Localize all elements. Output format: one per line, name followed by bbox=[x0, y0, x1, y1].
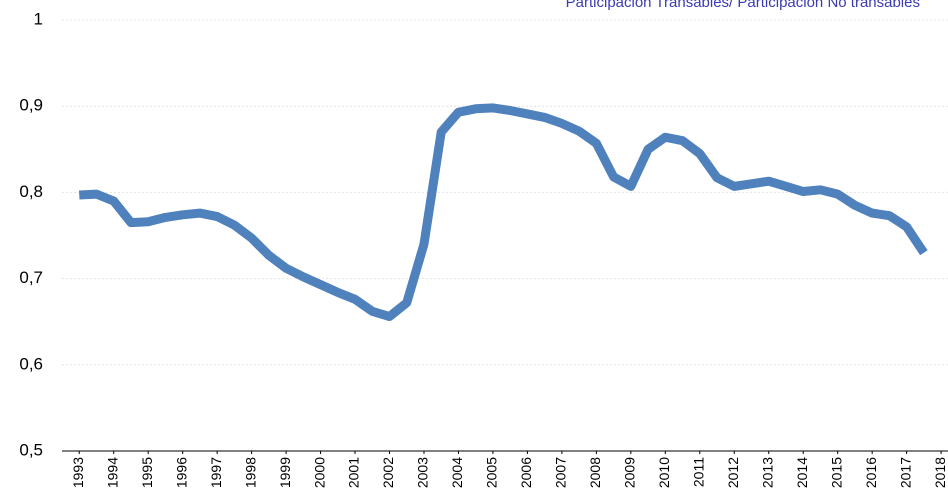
x-tick-label: 2018 bbox=[932, 457, 948, 488]
x-tick-label: 2013 bbox=[759, 457, 775, 488]
y-tick-label: 0,8 bbox=[19, 182, 43, 201]
x-tick-label: 1997 bbox=[208, 457, 224, 488]
x-tick-label: 2016 bbox=[863, 457, 879, 488]
x-tick-label: 2011 bbox=[690, 457, 706, 487]
x-tick-label: 2009 bbox=[622, 457, 638, 488]
x-tick-label: 2014 bbox=[794, 457, 810, 488]
x-tick-label: 2008 bbox=[587, 457, 603, 488]
x-tick-label: 1995 bbox=[139, 457, 155, 488]
legend-entry: Participación Transables/ Participación … bbox=[566, 0, 920, 11]
y-tick-label: 0,5 bbox=[19, 440, 43, 459]
y-tick-label: 0,7 bbox=[19, 268, 43, 287]
x-tick-label: 1999 bbox=[277, 457, 293, 488]
x-tick-label: 1993 bbox=[70, 457, 86, 488]
x-tick-label: 1994 bbox=[104, 457, 120, 488]
x-tick-label: 2017 bbox=[897, 457, 913, 488]
line-series bbox=[79, 103, 928, 322]
x-tick-label: 1998 bbox=[242, 457, 258, 488]
x-tick-label: 1996 bbox=[173, 457, 189, 488]
x-tick-label: 2005 bbox=[484, 457, 500, 488]
x-tick-label: 2003 bbox=[415, 457, 431, 488]
x-tick-label: 2006 bbox=[518, 457, 534, 488]
x-tick-label: 2000 bbox=[311, 457, 327, 488]
y-tick-label: 0,6 bbox=[19, 354, 43, 373]
x-tick-label: 2015 bbox=[828, 457, 844, 488]
x-tick-label: 2012 bbox=[725, 457, 741, 488]
x-tick-label: 2010 bbox=[656, 457, 672, 488]
x-tick-label: 2002 bbox=[380, 457, 396, 488]
x-tick-label: 2007 bbox=[553, 457, 569, 488]
y-tick-label: 0,9 bbox=[19, 96, 43, 115]
x-tick-label: 2001 bbox=[346, 457, 362, 488]
y-tick-label: 1 bbox=[34, 9, 43, 28]
x-tick-label: 2004 bbox=[449, 457, 465, 488]
